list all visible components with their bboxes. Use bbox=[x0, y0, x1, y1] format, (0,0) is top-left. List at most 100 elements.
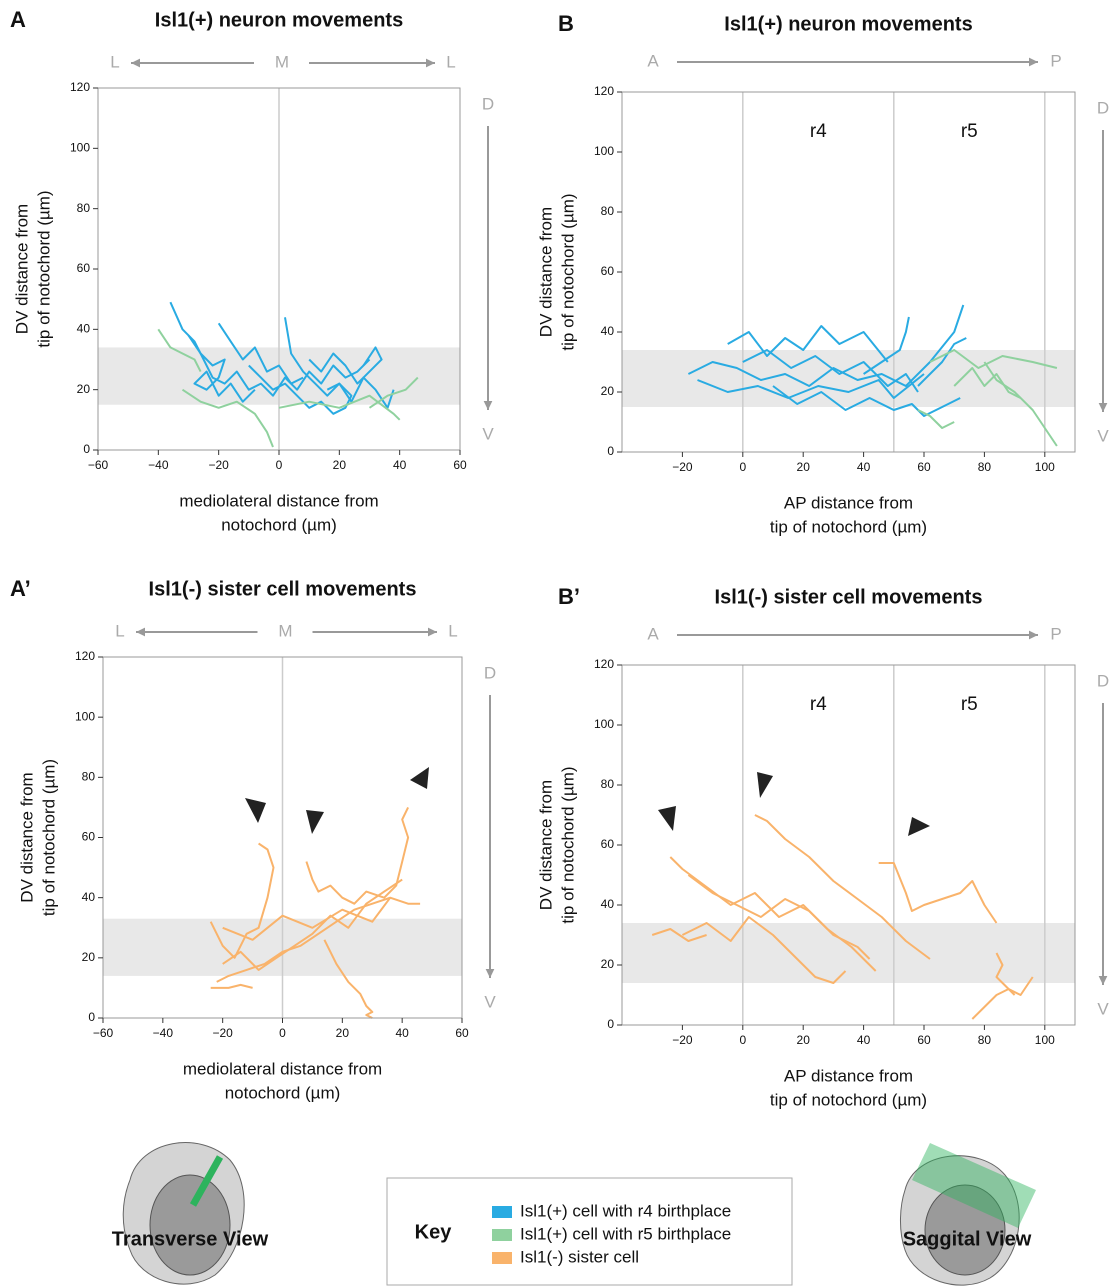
key-title: Key bbox=[415, 1221, 453, 1243]
y-tick-label: 0 bbox=[607, 1017, 614, 1031]
track bbox=[209, 842, 275, 959]
y-tick-label: 80 bbox=[601, 204, 615, 218]
x-tick-label: 80 bbox=[978, 1033, 992, 1047]
track bbox=[971, 988, 1016, 1020]
y-tick-label: 20 bbox=[601, 957, 615, 971]
key-label: Isl1(+) cell with r5 birthplace bbox=[520, 1224, 731, 1243]
track bbox=[308, 346, 383, 385]
direction-label: V bbox=[482, 424, 494, 443]
direction-label: V bbox=[1097, 426, 1109, 445]
y-axis-label: tip of notochord (µm) bbox=[558, 193, 577, 350]
direction-label: P bbox=[1050, 51, 1061, 70]
x-axis-label: notochord (µm) bbox=[225, 1083, 341, 1102]
x-axis-label: AP distance from bbox=[784, 1066, 913, 1085]
track bbox=[278, 394, 401, 421]
x-tick-label: 20 bbox=[336, 1026, 350, 1040]
direction-label: L bbox=[448, 621, 457, 640]
x-tick-label: 0 bbox=[279, 1026, 286, 1040]
direction-arrowhead bbox=[1098, 975, 1108, 985]
view-label: Saggital View bbox=[903, 1228, 1032, 1250]
plot bbox=[687, 304, 1058, 447]
track bbox=[742, 349, 919, 393]
direction-label: P bbox=[1050, 624, 1061, 643]
arrowhead bbox=[306, 810, 324, 834]
key-swatch bbox=[492, 1252, 512, 1264]
track bbox=[727, 325, 889, 363]
track bbox=[878, 862, 998, 924]
direction-label: M bbox=[275, 52, 289, 71]
key-label: Isl1(+) cell with r4 birthplace bbox=[520, 1201, 731, 1220]
track bbox=[983, 361, 1058, 447]
y-tick-label: 20 bbox=[82, 950, 96, 964]
panel-letter: A’ bbox=[10, 576, 31, 601]
direction-label: M bbox=[278, 621, 292, 640]
key-label: Isl1(-) sister cell bbox=[520, 1247, 639, 1266]
x-tick-label: 0 bbox=[276, 458, 283, 472]
region-label: r4 bbox=[810, 121, 827, 142]
track bbox=[953, 367, 1022, 399]
ref-band bbox=[622, 350, 1075, 407]
y-tick-label: 80 bbox=[82, 770, 96, 784]
view-label: Transverse View bbox=[112, 1228, 269, 1250]
x-tick-label: 60 bbox=[917, 1033, 931, 1047]
track bbox=[187, 334, 256, 403]
panel-letter: B bbox=[558, 11, 574, 36]
x-tick-label: 60 bbox=[917, 460, 931, 474]
region-label: r5 bbox=[961, 121, 978, 142]
x-axis-label: notochord (µm) bbox=[221, 515, 337, 534]
direction-label: D bbox=[1097, 671, 1109, 690]
chart-title: Isl1(+) neuron movements bbox=[155, 9, 403, 31]
direction-arrowhead bbox=[427, 627, 437, 637]
x-tick-label: 60 bbox=[455, 1026, 469, 1040]
y-tick-label: 0 bbox=[607, 444, 614, 458]
track bbox=[995, 952, 1034, 996]
x-tick-label: 40 bbox=[857, 460, 871, 474]
track bbox=[222, 878, 403, 971]
y-axis-label: DV distance from bbox=[17, 772, 36, 902]
plot bbox=[651, 814, 1034, 1020]
x-axis-label: tip of notochord (µm) bbox=[770, 517, 927, 536]
arrowhead bbox=[245, 798, 266, 823]
sagittal-embryo bbox=[900, 1143, 1036, 1286]
track bbox=[754, 814, 931, 960]
chart-title: Isl1(-) sister cell movements bbox=[715, 586, 983, 608]
direction-label: A bbox=[647, 51, 659, 70]
y-tick-label: 20 bbox=[601, 384, 615, 398]
direction-label: D bbox=[484, 663, 496, 682]
track bbox=[929, 349, 1058, 369]
y-tick-label: 100 bbox=[594, 717, 614, 731]
track bbox=[651, 928, 707, 942]
y-tick-label: 120 bbox=[594, 84, 614, 98]
x-tick-label: −40 bbox=[148, 458, 169, 472]
region-label: r5 bbox=[961, 694, 978, 715]
y-axis-label: tip of notochord (µm) bbox=[558, 766, 577, 923]
track bbox=[169, 301, 371, 397]
track bbox=[681, 916, 847, 984]
x-tick-label: −20 bbox=[672, 460, 693, 474]
y-tick-label: 0 bbox=[83, 442, 90, 456]
direction-label: D bbox=[1097, 98, 1109, 117]
y-tick-label: 60 bbox=[77, 261, 91, 275]
x-tick-label: 0 bbox=[739, 460, 746, 474]
x-tick-label: −20 bbox=[672, 1033, 693, 1047]
x-tick-label: −20 bbox=[208, 458, 229, 472]
arrowhead bbox=[757, 772, 773, 798]
direction-label: L bbox=[115, 621, 124, 640]
track bbox=[772, 385, 961, 417]
y-tick-label: 100 bbox=[70, 141, 90, 155]
direction-arrowhead bbox=[483, 400, 493, 410]
direction-arrowhead bbox=[136, 627, 146, 637]
direction-label: V bbox=[484, 992, 496, 1011]
x-tick-label: 40 bbox=[393, 458, 407, 472]
y-tick-label: 80 bbox=[77, 201, 91, 215]
panel-letter: A bbox=[10, 7, 26, 32]
panel-letter: B’ bbox=[558, 584, 580, 609]
transverse-embryo bbox=[122, 1142, 245, 1285]
arrowhead bbox=[908, 817, 930, 836]
y-axis-label: tip of notochord (µm) bbox=[39, 759, 58, 916]
plot bbox=[157, 301, 419, 448]
y-tick-label: 40 bbox=[601, 897, 615, 911]
arrowhead bbox=[410, 767, 429, 789]
x-tick-label: 20 bbox=[797, 1033, 811, 1047]
